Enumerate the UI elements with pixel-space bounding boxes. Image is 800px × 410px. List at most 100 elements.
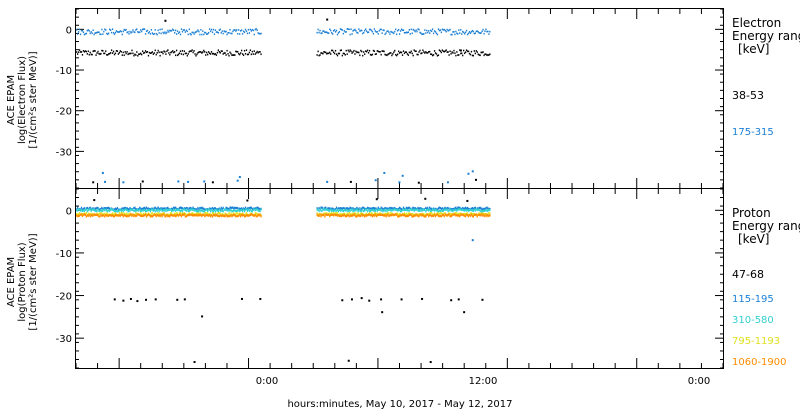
data-point: [93, 208, 95, 212]
data-point: [405, 214, 408, 218]
data-point: [184, 52, 186, 55]
data-point: [258, 51, 260, 53]
data-point: [464, 215, 467, 218]
data-point: [258, 209, 260, 213]
data-point: [260, 208, 262, 211]
y-tick-label: -10: [56, 249, 72, 260]
data-point: [372, 49, 375, 52]
data-point: [212, 210, 215, 213]
data-point: [451, 33, 453, 36]
data-point: [474, 32, 476, 34]
data-point: [393, 213, 395, 217]
data-point: [448, 213, 450, 216]
data-point: [174, 51, 176, 53]
data-point: [235, 50, 237, 53]
data-point: [337, 210, 340, 213]
data-point: [346, 53, 348, 55]
data-point: [433, 213, 436, 216]
data-point: [350, 208, 352, 212]
data-point: [211, 206, 214, 210]
data-point: [375, 53, 377, 55]
data-point: [388, 212, 390, 215]
data-point: [190, 208, 192, 211]
data-point: [398, 208, 401, 211]
data-point: [400, 208, 403, 211]
data-point: [398, 214, 401, 218]
data-point: [430, 207, 433, 210]
data-point: [381, 209, 383, 212]
data-point: [167, 29, 169, 32]
data-point: [488, 33, 490, 35]
data-point: [484, 30, 486, 33]
data-point: [193, 209, 195, 212]
data-point: [106, 32, 108, 35]
data-point: [147, 207, 150, 210]
data-point: [463, 214, 466, 217]
data-point: [447, 207, 449, 210]
data-point: [485, 208, 487, 211]
data-point: [471, 212, 474, 216]
data-point: [107, 213, 109, 216]
data-point: [446, 214, 448, 217]
data-point: [359, 54, 361, 57]
data-point: [194, 31, 196, 34]
data-point: [463, 209, 465, 212]
data-point: [92, 214, 94, 217]
data-point: [102, 33, 104, 35]
data-point: [86, 29, 88, 32]
data-point: [239, 207, 241, 210]
data-point: [346, 214, 348, 217]
data-point: [197, 51, 199, 54]
data-point: [245, 208, 248, 211]
data-point: [326, 213, 328, 216]
data-point: [473, 207, 475, 210]
data-point: [177, 180, 180, 183]
data-point: [186, 208, 188, 211]
data-point: [318, 210, 320, 213]
data-point: [479, 206, 481, 209]
data-point: [153, 213, 155, 216]
data-point: [348, 50, 350, 53]
data-point: [421, 212, 423, 216]
data-point: [114, 31, 117, 34]
data-point: [427, 213, 429, 216]
data-point: [239, 213, 241, 216]
data-point: [321, 52, 323, 54]
data-point: [334, 49, 337, 52]
data-point: [468, 52, 471, 55]
data-point: [397, 53, 399, 56]
data-point: [90, 31, 92, 33]
data-point: [468, 209, 471, 212]
data-point: [406, 209, 409, 212]
data-point: [346, 212, 348, 215]
data-point: [140, 212, 142, 215]
data-point: [479, 214, 481, 217]
data-point: [167, 206, 169, 209]
data-point: [353, 49, 355, 52]
data-point: [164, 213, 166, 217]
data-point: [218, 208, 220, 211]
data-point: [128, 215, 130, 218]
data-point: [154, 298, 157, 301]
data-point: [254, 28, 256, 31]
data-point: [397, 208, 399, 211]
data-point: [159, 54, 161, 57]
data-point: [149, 208, 152, 211]
data-point: [390, 213, 392, 217]
data-point: [180, 206, 183, 209]
data-point: [160, 32, 162, 35]
data-point: [481, 212, 483, 215]
data-point: [185, 213, 187, 217]
data-point: [429, 50, 431, 53]
data-point: [396, 208, 398, 211]
data-point: [145, 209, 148, 213]
data-point: [376, 209, 378, 213]
data-point: [364, 53, 366, 55]
data-point: [241, 209, 244, 213]
data-point: [231, 210, 233, 213]
data-point: [251, 28, 253, 31]
data-point: [209, 215, 212, 218]
data-point: [101, 212, 103, 215]
data-point: [335, 29, 338, 32]
data-point: [423, 215, 425, 218]
